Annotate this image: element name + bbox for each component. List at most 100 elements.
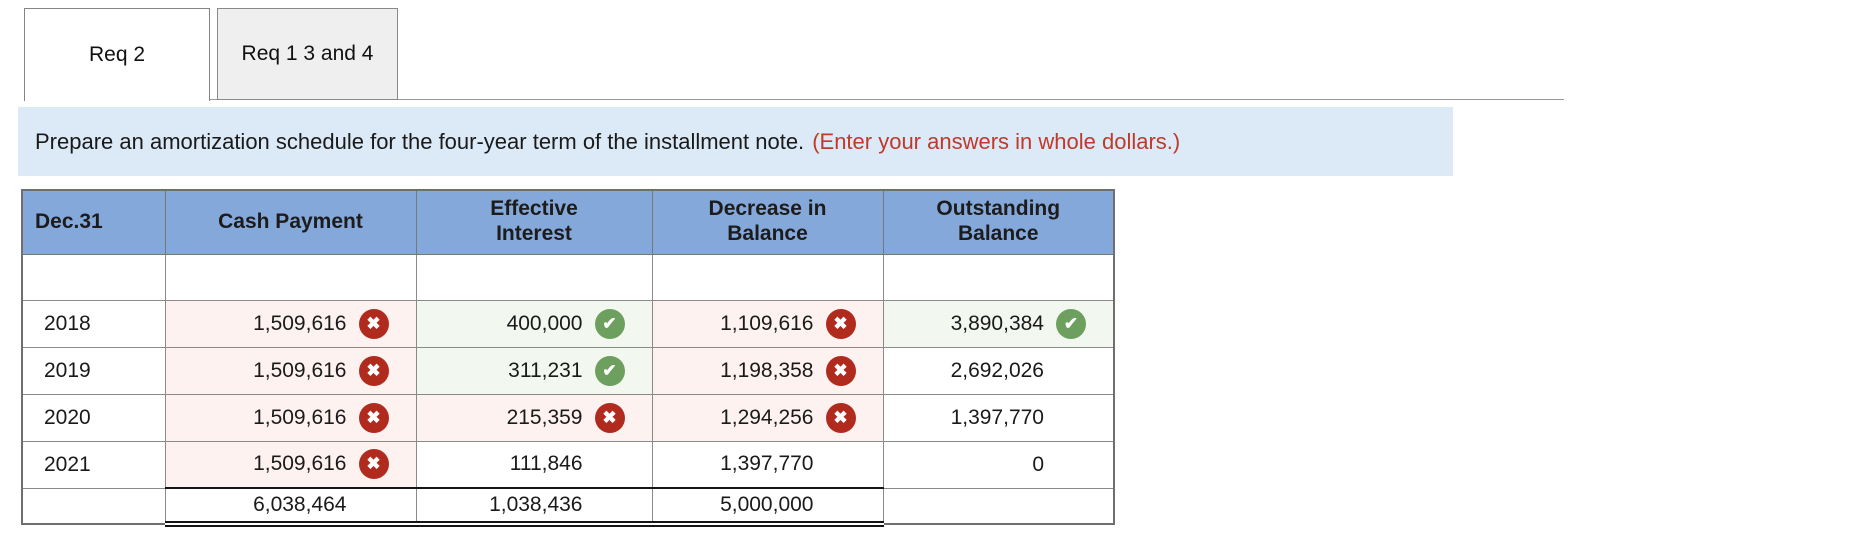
cell-content: 111,846 — [418, 449, 651, 479]
x-icon: ✖ — [594, 402, 625, 433]
cell-value: 0 — [1032, 452, 1044, 476]
icon-slot — [359, 490, 389, 520]
table-body: 2018 1,509,616 ✖ 400,000 ✔ 1,109,616 ✖ 3,890,38… — [21, 253, 1115, 489]
cell-value: 215,359 — [506, 405, 583, 429]
x-icon: ✖ — [825, 355, 856, 386]
table-row: 2020 1,509,616 ✖ 215,359 ✖ 1,294,256 ✖ 1,397,77… — [21, 393, 1115, 442]
year-cell: 2018 — [21, 299, 166, 348]
column-header-effective-interest: Effective Interest — [415, 189, 653, 255]
icon-slot — [1056, 403, 1086, 433]
total-effective-interest-cell: 1,038,436 — [415, 487, 653, 527]
value-cell: 111,846 — [415, 440, 653, 489]
empty-cell — [415, 253, 653, 301]
icon-slot: ✔ — [1056, 308, 1086, 339]
cell-content: 0 — [885, 450, 1113, 480]
icon-slot — [1056, 356, 1086, 386]
year-cell: 2020 — [21, 393, 166, 442]
cell-value: 1,109,616 — [720, 311, 814, 335]
cell-value: 1,198,358 — [720, 358, 814, 382]
cell-value: 1,509,616 — [253, 452, 347, 476]
column-header-date: Dec.31 — [21, 189, 166, 255]
column-header-decrease-in-balance: Decrease in Balance — [651, 189, 884, 255]
cell-value: 311,231 — [508, 358, 583, 382]
totals-row: 6,038,464 1,038,436 5,000,000 — [21, 487, 1115, 527]
empty-cell — [21, 253, 166, 301]
x-icon: ✖ — [358, 308, 389, 339]
value-cell: 311,231 ✔ — [415, 346, 653, 395]
cell-value: 3,890,384 — [950, 311, 1044, 335]
cell-content: 1,397,770 — [654, 449, 882, 479]
tab-req-1-3-and-4[interactable]: Req 1 3 and 4 — [217, 8, 398, 100]
icon-slot: ✖ — [358, 449, 389, 480]
icon-slot: ✖ — [825, 355, 856, 386]
empty-cell — [21, 487, 166, 525]
table-row: 2018 1,509,616 ✖ 400,000 ✔ 1,109,616 ✖ 3,890,38… — [21, 299, 1115, 348]
year-cell: 2021 — [21, 440, 166, 489]
amortization-table: Dec.31 Cash Payment Effective Interest D… — [21, 189, 1115, 527]
cell-value: 1,509,616 — [253, 311, 347, 335]
value-cell: 1,294,256 ✖ — [651, 393, 884, 442]
icon-slot: ✔ — [594, 355, 625, 386]
table-row: 2019 1,509,616 ✖ 311,231 ✔ 1,198,358 ✖ 2,692,02… — [21, 346, 1115, 395]
cell-content: 1,294,256 ✖ — [654, 402, 882, 433]
total-cash-payment-cell: 6,038,464 — [164, 487, 417, 527]
icon-slot — [826, 449, 856, 479]
cell-value: 1,509,616 — [253, 358, 347, 382]
instruction-emphasis: (Enter your answers in whole dollars.) — [812, 128, 1181, 154]
cell-content: 1,397,770 — [885, 403, 1113, 433]
icon-slot: ✖ — [825, 402, 856, 433]
table-row: 2021 1,509,616 ✖ 111,846 1,397,770 0 — [21, 440, 1115, 489]
icon-slot: ✖ — [358, 402, 389, 433]
icon-slot: ✖ — [825, 308, 856, 339]
x-icon: ✖ — [358, 449, 389, 480]
value-cell: 1,198,358 ✖ — [651, 346, 884, 395]
header-row: Dec.31 Cash Payment Effective Interest D… — [21, 189, 1115, 255]
value-cell: 2,692,026 — [882, 346, 1115, 395]
check-icon: ✔ — [594, 308, 625, 339]
empty-cell — [882, 253, 1115, 301]
empty-cell — [164, 253, 417, 301]
value-cell: 1,509,616 ✖ — [164, 440, 417, 489]
cell-value: 1,397,770 — [950, 405, 1044, 429]
cell-content: 400,000 ✔ — [418, 308, 651, 339]
value-cell: 215,359 ✖ — [415, 393, 653, 442]
icon-slot: ✖ — [358, 355, 389, 386]
value-cell: 1,509,616 ✖ — [164, 346, 417, 395]
value-cell: 3,890,384 ✔ — [882, 299, 1115, 348]
icon-slot — [1056, 450, 1086, 480]
tab-label: Req 1 3 and 4 — [241, 42, 374, 65]
instruction-text: Prepare an amortization schedule for the… — [35, 128, 805, 154]
cell-content: 1,509,616 ✖ — [167, 449, 415, 480]
x-icon: ✖ — [825, 308, 856, 339]
icon-slot — [595, 449, 625, 479]
total-value: 1,038,436 — [489, 493, 583, 516]
column-header-cash-payment: Cash Payment — [164, 189, 417, 255]
total-value: 5,000,000 — [720, 493, 814, 516]
cell-content: 2,692,026 — [885, 356, 1113, 386]
cell-content: 3,890,384 ✔ — [885, 308, 1113, 339]
cell-value: 1,397,770 — [720, 452, 814, 476]
cell-content: 1,109,616 ✖ — [654, 308, 882, 339]
value-cell: 1,509,616 ✖ — [164, 299, 417, 348]
check-icon: ✔ — [594, 355, 625, 386]
cell-value: 111,846 — [509, 452, 583, 476]
cell-value: 2,692,026 — [950, 358, 1044, 382]
cell-content: 311,231 ✔ — [418, 355, 651, 386]
cell-content: 1,509,616 ✖ — [167, 402, 415, 433]
icon-slot: ✔ — [594, 308, 625, 339]
cell-content: 1,509,616 ✖ — [167, 355, 415, 386]
instruction-banner: Prepare an amortization schedule for the… — [18, 107, 1453, 176]
column-header-outstanding-balance: Outstanding Balance — [882, 189, 1115, 255]
value-cell: 1,109,616 ✖ — [651, 299, 884, 348]
tab-req-2[interactable]: Req 2 — [24, 8, 210, 101]
cell-value: 1,294,256 — [720, 405, 814, 429]
x-icon: ✖ — [358, 355, 389, 386]
icon-slot — [595, 490, 625, 520]
icon-slot: ✖ — [594, 402, 625, 433]
empty-row — [21, 253, 1115, 301]
total-value: 6,038,464 — [253, 493, 347, 516]
value-cell: 400,000 ✔ — [415, 299, 653, 348]
value-cell: 1,397,770 — [882, 393, 1115, 442]
value-cell: 1,397,770 — [651, 440, 884, 489]
icon-slot — [826, 490, 856, 520]
